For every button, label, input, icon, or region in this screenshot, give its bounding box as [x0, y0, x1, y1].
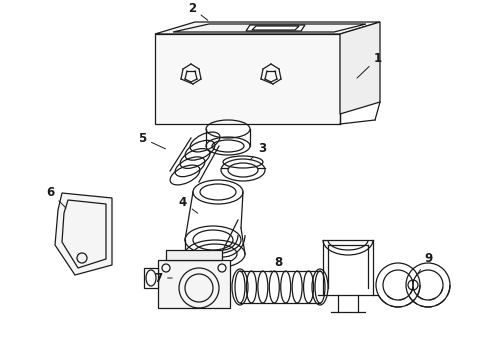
Text: 3: 3	[250, 141, 266, 160]
Polygon shape	[340, 22, 380, 114]
Text: 7: 7	[154, 271, 172, 284]
Polygon shape	[246, 25, 305, 31]
Polygon shape	[55, 193, 112, 275]
Polygon shape	[155, 34, 340, 124]
Text: 5: 5	[138, 131, 166, 149]
Polygon shape	[166, 250, 222, 260]
Text: 2: 2	[188, 1, 208, 20]
Text: 6: 6	[46, 185, 66, 208]
Text: 9: 9	[416, 252, 432, 276]
Polygon shape	[144, 268, 158, 288]
Text: 8: 8	[270, 256, 282, 272]
Text: 4: 4	[179, 195, 198, 213]
Polygon shape	[158, 260, 230, 308]
Polygon shape	[155, 22, 380, 34]
Text: 1: 1	[357, 51, 382, 78]
